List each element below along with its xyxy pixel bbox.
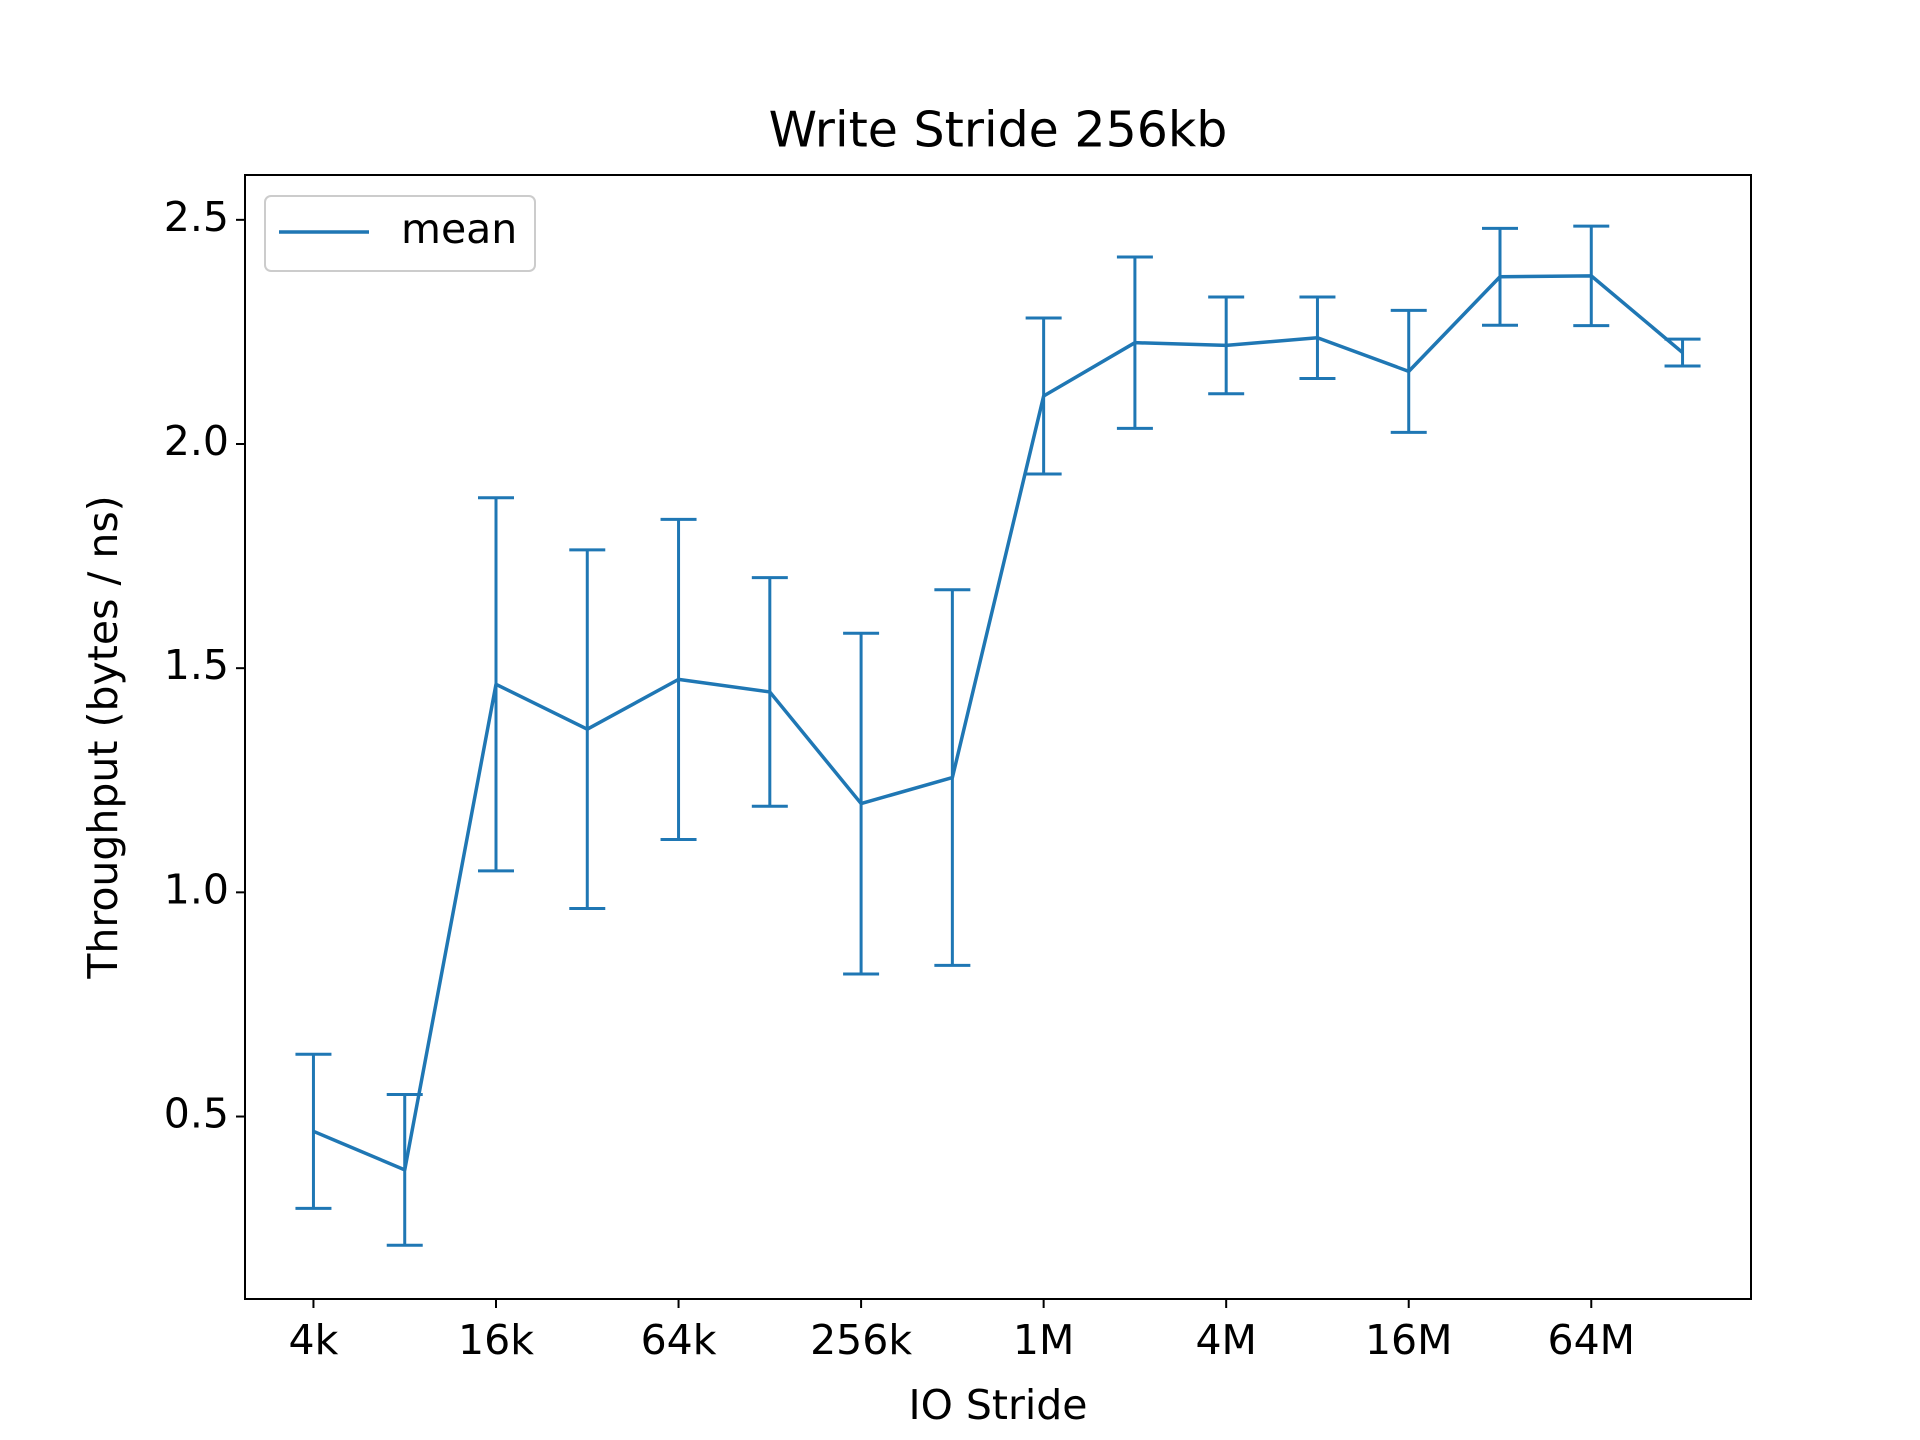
y-tick-label: 0.5 (164, 1090, 229, 1138)
legend-label: mean (401, 205, 517, 253)
legend-box (264, 195, 536, 272)
x-tick-label: 4k (289, 1316, 339, 1364)
y-tick-label: 2.5 (164, 193, 229, 241)
y-tick-label: 1.0 (164, 865, 229, 913)
x-tick-label: 16M (1365, 1316, 1453, 1364)
x-tick-label: 256k (810, 1316, 912, 1364)
x-tick-label: 16k (458, 1316, 534, 1364)
plot-frame (244, 174, 1752, 1300)
x-axis-label: IO Stride (909, 1381, 1088, 1429)
y-axis-label: Throughput (bytes / ns) (79, 495, 127, 979)
y-tick-label: 2.0 (164, 417, 229, 465)
x-tick-label: 4M (1195, 1316, 1256, 1364)
series-line (312, 274, 1684, 1172)
chart-title: Write Stride 256kb (769, 102, 1228, 159)
x-tick-label: 64k (641, 1316, 717, 1364)
y-tick-label: 1.5 (164, 641, 229, 689)
x-tick-label: 64M (1547, 1316, 1635, 1364)
x-tick-label: 1M (1013, 1316, 1074, 1364)
